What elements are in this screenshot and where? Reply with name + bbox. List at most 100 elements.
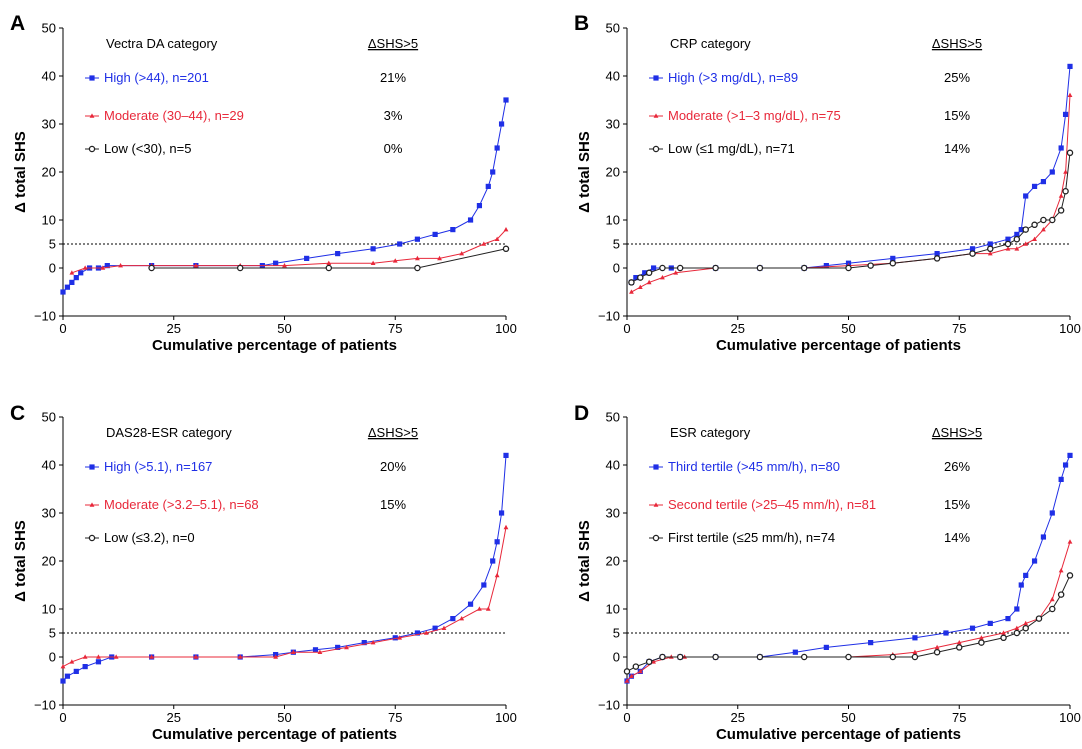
pct-header: ΔSHS>5 [932,36,982,51]
x-tick-label: 100 [1059,710,1081,725]
y-tick-label: 20 [606,165,620,180]
data-point [60,289,66,295]
data-point [659,264,666,272]
data-point [969,250,976,257]
series-line [62,455,507,682]
pct-value: 25% [944,70,970,85]
data-point [1067,452,1073,458]
x-tick-label: 25 [731,321,745,336]
x-tick-label: 75 [388,321,402,336]
data-point [414,236,420,242]
pct-value: 14% [944,530,970,545]
data-point [503,97,509,103]
y-tick-label: 5 [49,626,56,641]
data-point [969,246,976,252]
series-triangle [69,227,509,275]
data-point [1063,169,1068,174]
x-tick-label: 0 [623,321,630,336]
data-point [987,245,994,253]
data-point [1057,591,1065,598]
data-point [273,654,279,659]
pct-value: 15% [944,108,970,123]
x-tick-label: 0 [59,321,66,336]
data-point [1062,462,1069,468]
data-point [659,653,666,661]
data-point [193,263,199,268]
pct-header: ΔSHS>5 [932,425,982,440]
data-point [978,639,985,646]
series-triangle [60,524,509,669]
legend-marker [88,145,96,153]
data-point [476,203,483,209]
x-tick-label: 100 [495,710,517,725]
data-point [1032,236,1037,241]
data-point [335,644,341,650]
data-point [1057,207,1065,214]
data-point [1014,625,1020,630]
y-tick-label: −10 [34,698,56,713]
data-point [676,264,684,272]
data-point [1000,634,1007,642]
data-point [1018,582,1024,588]
data-point [1018,227,1024,233]
data-point [485,606,491,611]
x-axis-title: Cumulative percentage of patients [152,337,397,354]
data-point [490,169,496,175]
data-point [290,649,296,654]
data-point [414,264,421,272]
data-point [1023,572,1029,578]
data-point [624,678,630,683]
data-point [490,558,496,564]
data-point [1058,193,1064,198]
data-point [82,265,88,270]
data-point [69,270,75,275]
x-tick-label: 75 [388,710,402,725]
y-tick-label: 40 [42,458,56,473]
data-point [78,270,84,276]
legend-title: CRP category [670,36,751,51]
x-tick-label: 25 [167,321,181,336]
pct-value: 0% [384,141,403,156]
y-tick-label: 30 [606,117,620,132]
data-point [889,653,897,661]
data-point [392,635,398,641]
data-point [1014,246,1020,251]
legend-label: Low (≤1 mg/dL), n=71 [668,141,795,156]
data-point [64,673,71,679]
legend-title: Vectra DA category [106,36,218,51]
y-tick-label: 10 [606,602,620,617]
data-point [933,255,941,262]
x-axis-title: Cumulative percentage of patients [716,337,961,354]
legend-label: Moderate (>1–3 mg/dL), n=75 [668,108,841,123]
data-point [1023,193,1029,199]
y-tick-label: −10 [598,309,620,324]
x-axis-title: Cumulative percentage of patients [152,726,397,743]
data-point [956,640,962,645]
data-point [1023,241,1029,246]
data-point [823,644,829,650]
data-point [95,659,102,665]
data-point [1066,572,1074,579]
data-point [756,264,764,272]
data-point [236,264,244,272]
data-point [1058,476,1064,482]
y-tick-label: 40 [42,69,56,84]
legend-label: High (>3 mg/dL), n=89 [668,70,798,85]
panel-letter: B [574,12,589,35]
y-tick-label: 0 [49,261,56,276]
data-point [1049,216,1056,224]
data-point [1062,187,1069,195]
data-point [423,630,429,635]
y-axis-title: Δ total SHS [576,520,593,602]
data-point [650,265,657,271]
data-point [1040,534,1047,540]
data-point [237,654,243,659]
data-point [494,236,500,241]
data-point [943,630,949,636]
pct-header: ΔSHS>5 [368,425,418,440]
legend-marker [652,534,660,542]
legend: ESR category ΔSHS>5 Third tertile (>45 mm/… [649,425,982,545]
x-tick-label: 100 [1059,321,1081,336]
